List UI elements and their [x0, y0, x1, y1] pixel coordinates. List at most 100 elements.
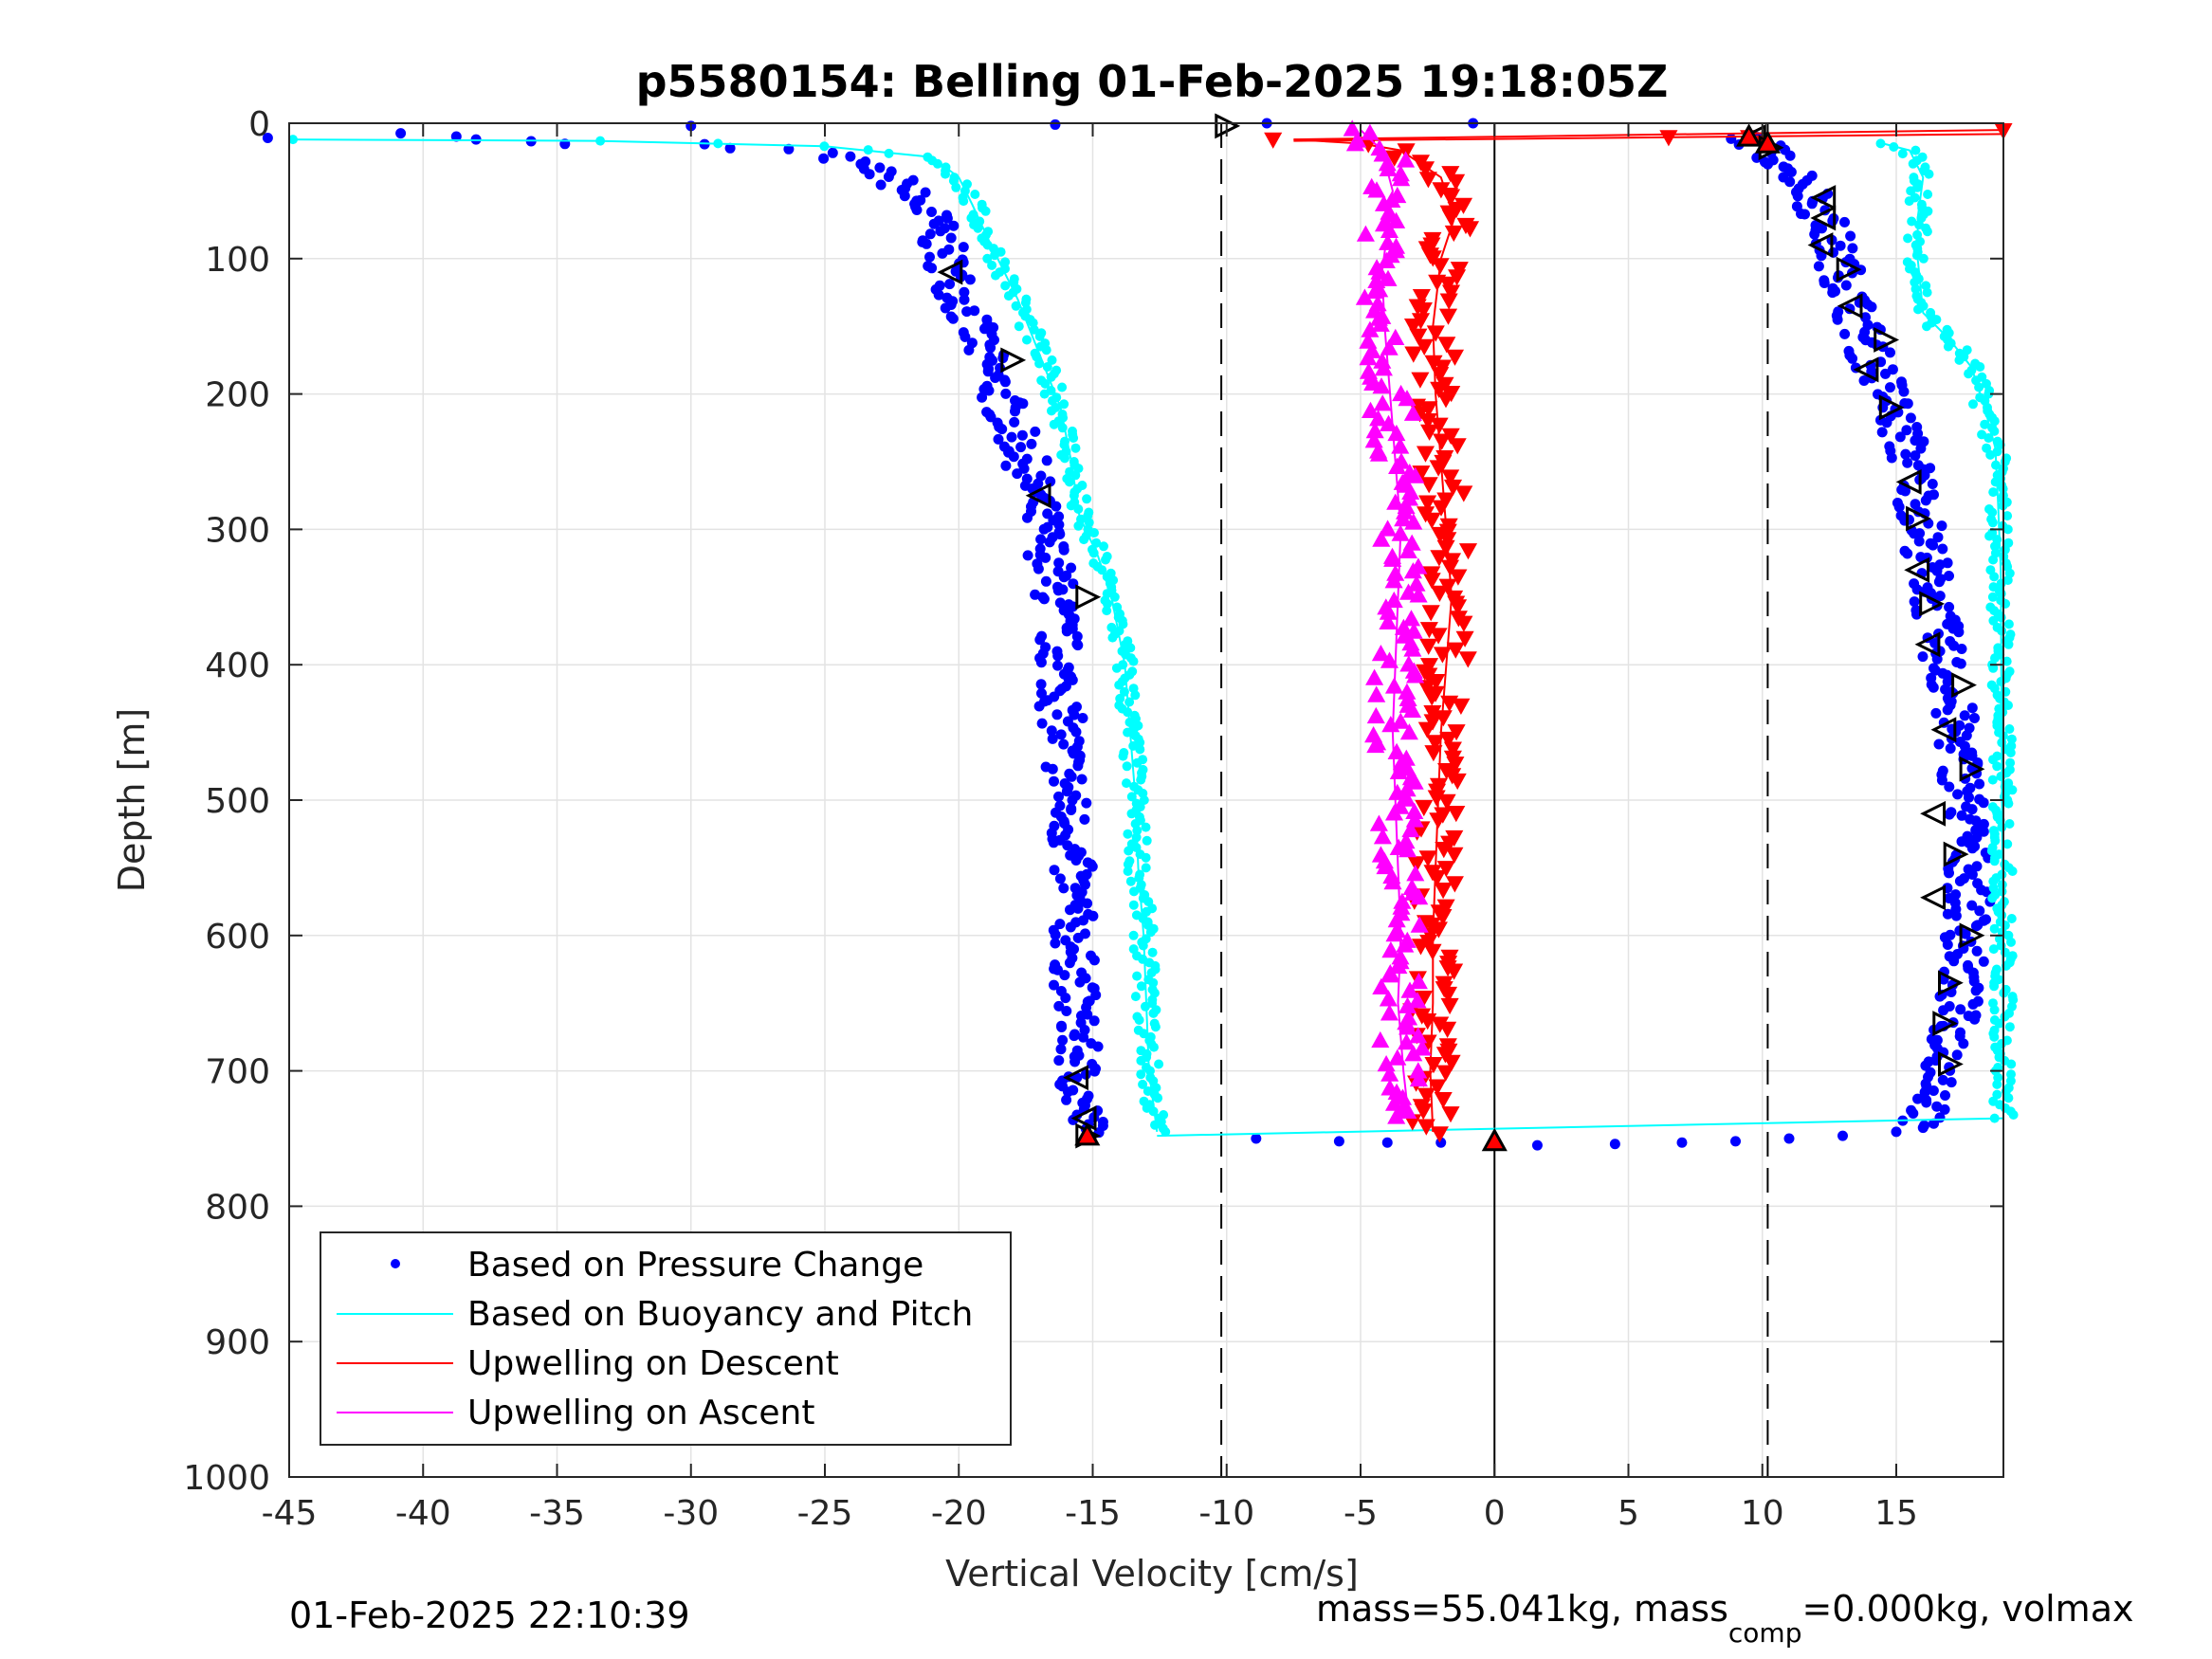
pressure-point — [935, 226, 946, 237]
pressure-point — [1938, 1005, 1949, 1016]
buoyancy-point — [2004, 724, 2015, 734]
ascent-marker — [1379, 233, 1398, 250]
pressure-point — [1959, 710, 1970, 721]
ascent-marker — [1365, 668, 1384, 685]
pressure-point — [1081, 797, 1092, 809]
descent-marker — [1444, 225, 1463, 243]
pressure-point — [1966, 900, 1978, 911]
ascent-marker — [1404, 1045, 1423, 1062]
pressure-point — [1967, 998, 1979, 1010]
pressure-point — [1050, 938, 1061, 949]
hollow-triangle-marker — [1837, 293, 1863, 319]
ascent-marker — [1409, 586, 1428, 603]
pressure-point — [985, 342, 996, 354]
buoyancy-point — [1906, 186, 1916, 196]
pressure-point — [1050, 929, 1061, 940]
legend-label-ascent: Upwelling on Ascent — [467, 1394, 814, 1432]
buoyancy-point — [1897, 149, 1908, 159]
buoyancy-point — [1992, 1079, 2002, 1089]
red-triangle-marker — [1481, 1127, 1508, 1152]
pressure-point — [1940, 1090, 1950, 1101]
ascent-marker — [1404, 622, 1423, 639]
buoyancy-point — [1988, 876, 1999, 886]
pressure-point — [1015, 442, 1027, 453]
pressure-point — [1049, 979, 1059, 991]
pressure-point — [1939, 1103, 1950, 1115]
pressure-point — [1933, 738, 1945, 750]
hollow-triangle-marker — [1075, 584, 1102, 611]
pressure-point — [1832, 314, 1843, 325]
descent-marker — [1414, 302, 1433, 319]
pressure-point — [1784, 150, 1796, 161]
buoyancy-point — [1128, 930, 1139, 940]
y-tick-label: 900 — [205, 1323, 270, 1362]
pressure-point — [1961, 730, 1972, 741]
pressure-point — [1856, 264, 1867, 276]
pressure-point — [1065, 921, 1076, 933]
buoyancy-point — [1089, 528, 1099, 538]
pressure-point — [1909, 528, 1920, 539]
buoyancy-point — [1060, 453, 1069, 464]
pressure-point — [947, 313, 959, 324]
pressure-point — [899, 191, 910, 202]
buoyancy-point — [1073, 520, 1084, 531]
pressure-point — [1978, 956, 1989, 967]
pressure-point — [1030, 589, 1041, 600]
buoyancy-point — [1041, 345, 1051, 356]
pressure-point — [1531, 1139, 1543, 1151]
buoyancy-point — [1987, 518, 1998, 528]
pressure-point — [1901, 425, 1912, 436]
pressure-point — [1040, 552, 1051, 563]
buoyancy-point — [1148, 1008, 1159, 1018]
ascent-marker — [1387, 424, 1406, 442]
pressure-point — [1041, 455, 1052, 466]
pressure-point — [1908, 1108, 1919, 1119]
pressure-point — [1072, 640, 1084, 651]
pressure-point — [1934, 591, 1946, 602]
pressure-point — [1915, 443, 1927, 454]
descent-marker — [1445, 847, 1464, 864]
buoyancy-point — [1989, 856, 2000, 866]
pressure-point — [1035, 657, 1047, 668]
pressure-point — [1845, 230, 1856, 242]
pressure-point — [1056, 1022, 1068, 1032]
descent-surface-line — [1293, 129, 2004, 141]
ascent-marker — [1387, 211, 1406, 228]
buoyancy-point — [2005, 748, 2016, 757]
buoyancy-point — [982, 253, 993, 264]
pressure-point — [1067, 674, 1078, 685]
pressure-point — [1966, 804, 1978, 815]
pressure-point — [1251, 1133, 1262, 1144]
pressure-point — [937, 247, 948, 259]
pressure-point — [983, 385, 995, 396]
ascent-marker — [1386, 328, 1405, 345]
descent-marker — [1458, 543, 1478, 560]
pressure-point — [818, 153, 830, 164]
pressure-point — [993, 433, 1004, 445]
pressure-point — [1087, 861, 1098, 872]
ascent-marker — [1389, 838, 1408, 855]
pressure-point — [827, 147, 838, 158]
pressure-point — [1928, 682, 1939, 693]
pressure-point — [1969, 713, 1980, 723]
pressure-point — [1944, 867, 1954, 879]
pressure-point — [1905, 412, 1916, 424]
buoyancy-point — [1161, 1126, 1171, 1137]
buoyancy-point — [884, 148, 894, 158]
ascent-marker — [1380, 1004, 1399, 1021]
pressure-point — [1931, 1101, 1943, 1112]
buoyancy-point — [1123, 829, 1133, 839]
buoyancy-point — [1125, 643, 1136, 653]
pressure-point — [1944, 601, 1955, 612]
pressure-point — [1971, 945, 1983, 957]
footer-mass-prefix: mass=55.041kg, mass — [1316, 1588, 1728, 1630]
buoyancy-point — [288, 135, 298, 145]
descent-marker — [1429, 812, 1448, 830]
pressure-point — [1828, 246, 1838, 258]
ascent-marker — [1374, 359, 1393, 376]
descent-marker — [1428, 1079, 1447, 1096]
buoyancy-point — [1141, 852, 1151, 863]
pressure-point — [1900, 448, 1911, 460]
x-axis-label: Vertical Velocity [cm/s] — [945, 1553, 1359, 1595]
pressure-point — [1072, 760, 1084, 772]
